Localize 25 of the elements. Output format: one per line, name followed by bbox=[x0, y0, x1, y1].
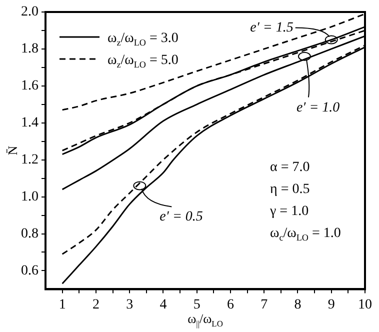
x-tick-label: 3 bbox=[126, 297, 134, 312]
annotation: e′ = 1.5 bbox=[250, 20, 294, 36]
y-tick-label: 1.4 bbox=[21, 116, 38, 131]
x-tick-label: 10 bbox=[358, 297, 372, 312]
y-tick-label: 1.2 bbox=[21, 152, 38, 168]
x-tick-label: 9 bbox=[328, 297, 335, 312]
x-tick-label: 1 bbox=[58, 297, 66, 312]
x-tick-label: 5 bbox=[193, 297, 200, 312]
annotation: e′ = 1.0 bbox=[296, 100, 340, 116]
y-tick-label: 2.0 bbox=[21, 4, 38, 20]
y-tick-label: 1.0 bbox=[21, 189, 38, 204]
annotation: γ = 1.0 bbox=[269, 204, 309, 220]
y-tick-label: 1.6 bbox=[21, 78, 38, 94]
x-tick-label: 6 bbox=[226, 297, 234, 312]
x-tick-label: 4 bbox=[160, 297, 167, 312]
x-tick-label: 2 bbox=[92, 297, 100, 312]
annotation: η = 0.5 bbox=[270, 182, 310, 198]
y-tick-label: 0.8 bbox=[21, 226, 38, 242]
annotation: α = 7.0 bbox=[270, 160, 310, 176]
x-tick-label: 7 bbox=[260, 297, 268, 312]
annotation: e′ = 0.5 bbox=[160, 210, 203, 225]
y-tick-label: 0.6 bbox=[21, 263, 38, 278]
x-tick-label: 8 bbox=[294, 297, 302, 312]
y-tick-label: 1.8 bbox=[21, 42, 38, 57]
y-axis-title: N̄ bbox=[5, 145, 20, 156]
